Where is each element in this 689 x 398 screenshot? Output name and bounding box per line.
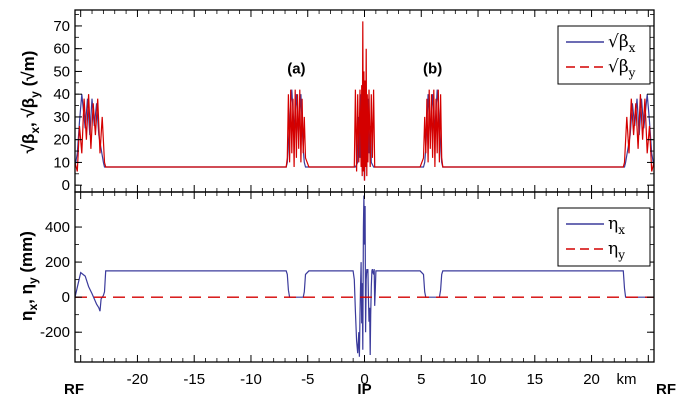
- y-tick-label: 400: [45, 219, 70, 236]
- y-tick-label: 50: [53, 63, 70, 80]
- legend-label: ηx: [608, 214, 625, 237]
- annotation-label: (a): [287, 61, 305, 78]
- bottom-panel-frame: [74, 191, 655, 363]
- series-1-line: [75, 195, 654, 357]
- x-tick-label: 20: [583, 371, 600, 388]
- y-tick-label: 0: [62, 177, 70, 194]
- y-tick-label: 10: [53, 154, 70, 171]
- x-marker-label: IP: [357, 381, 371, 398]
- x-tick-labels: -20 -15 -10 -5 0 5 10 15 20 km RF IP RF: [64, 371, 676, 398]
- bottom-panel-series: [75, 195, 654, 357]
- y-tick-label: 200: [45, 254, 70, 271]
- bottom-panel-x-ticks: [80, 192, 649, 362]
- x-tick-label: 15: [526, 371, 543, 388]
- bottom-panel-y-axis-label: ηx, ηy (mm): [17, 231, 40, 321]
- x-marker-label: RF: [64, 381, 84, 398]
- x-tick-label: 10: [470, 371, 487, 388]
- x-tick-label: 0: [360, 371, 368, 388]
- legend-box: [557, 25, 651, 85]
- x-tick-label: -5: [301, 371, 314, 388]
- y-tick-label: 20: [53, 132, 70, 149]
- top-panel-series: [75, 21, 654, 181]
- y-tick-label: 0: [62, 289, 70, 306]
- top-panel-legend: √βx√βy: [557, 25, 651, 85]
- x-tick-label: -20: [127, 371, 149, 388]
- y-tick-label: 40: [53, 86, 70, 103]
- top-panel-x-ticks: [80, 10, 649, 192]
- x-unit-label: km: [617, 371, 637, 388]
- top-panel-annotations: (a) (b): [287, 61, 442, 78]
- x-tick-label: -15: [183, 371, 205, 388]
- y-tick-label: 30: [53, 109, 70, 126]
- series-2-line: [75, 21, 654, 181]
- y-tick-label: 70: [53, 18, 70, 35]
- legend-label: ηy: [608, 239, 625, 262]
- legend-label: √βx: [608, 32, 636, 55]
- legend-box: [557, 207, 651, 267]
- annotation-label: (b): [423, 61, 442, 78]
- legend-label: √βy: [608, 57, 636, 80]
- x-marker-label: RF: [656, 381, 676, 398]
- top-panel-y-axis-label: √βx, √βy (√m): [19, 51, 42, 154]
- top-panel: 0 10 20 30 40 50 60 70 (a) (b) √βx√βy √βx, √βy (…: [19, 10, 654, 194]
- bottom-panel-y-ticks: -200 0 200 400: [40, 191, 654, 351]
- top-panel-y-ticks: 0 10 20 30 40 50 60 70: [53, 14, 654, 194]
- x-tick-label: 5: [417, 371, 425, 388]
- y-tick-label: -200: [40, 324, 70, 341]
- y-tick-label: 60: [53, 41, 70, 58]
- x-tick-label: -10: [240, 371, 262, 388]
